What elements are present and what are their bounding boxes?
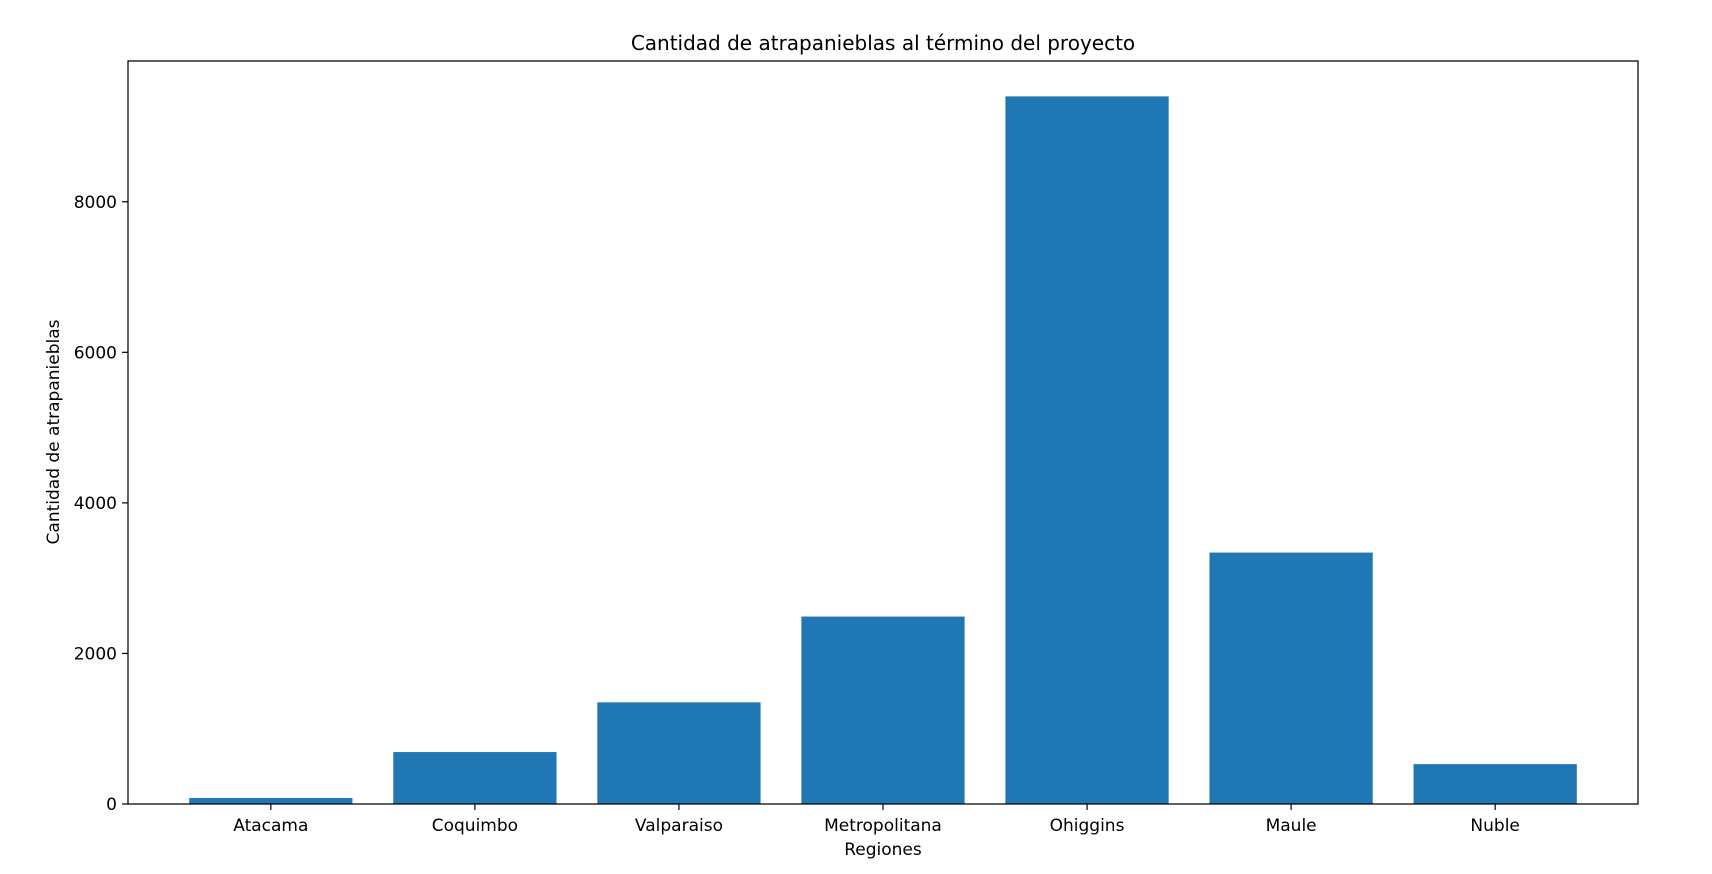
y-axis-label: Cantidad de atrapanieblas <box>44 319 64 544</box>
bar-atacama <box>189 797 353 804</box>
bar-valparaiso <box>597 702 761 804</box>
y-tick-label: 4000 <box>74 494 117 514</box>
x-tick-label: Valparaiso <box>635 816 723 836</box>
y-axis: 0 2000 4000 6000 8000 <box>74 193 128 815</box>
x-axis: Atacama Coquimbo Valparaiso Metropolitana Oh… <box>233 804 1520 836</box>
x-tick-label: Maule <box>1266 816 1317 836</box>
bar-maule <box>1209 552 1373 804</box>
bar-ohiggins <box>1005 96 1169 804</box>
bar-metropolitana <box>801 616 965 804</box>
y-tick-label: 2000 <box>74 644 117 664</box>
x-tick-label: Ohiggins <box>1050 816 1125 836</box>
x-tick-label: Metropolitana <box>824 816 942 836</box>
bars-layer <box>189 96 1577 804</box>
bar-coquimbo <box>393 752 557 804</box>
x-axis-label: Regiones <box>844 840 922 860</box>
bar-nuble <box>1413 764 1577 804</box>
x-tick-label: Nuble <box>1470 816 1519 836</box>
chart-title: Cantidad de atrapanieblas al término del… <box>631 31 1135 55</box>
y-tick-label: 0 <box>106 795 117 815</box>
y-tick-label: 8000 <box>74 193 117 213</box>
y-tick-label: 6000 <box>74 343 117 363</box>
plot-frame <box>127 60 1639 805</box>
x-tick-label: Coquimbo <box>432 816 518 836</box>
x-tick-label: Atacama <box>233 816 308 836</box>
